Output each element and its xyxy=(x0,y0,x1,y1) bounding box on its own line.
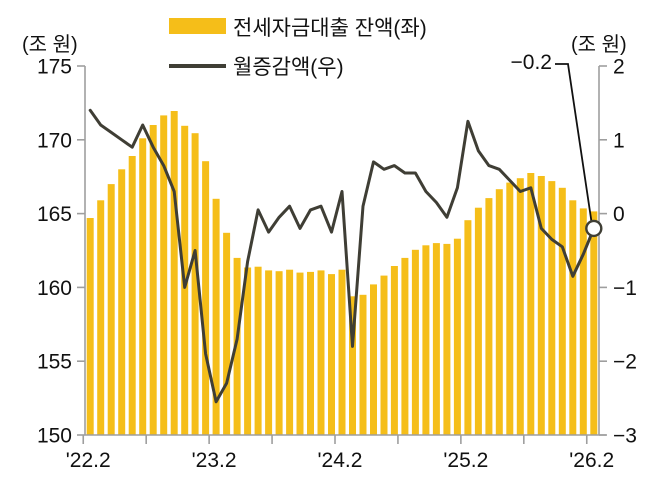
bar xyxy=(254,266,262,435)
x-axis-tick-label: '22.2 xyxy=(66,449,111,472)
legend-line-label: 월증감액(우) xyxy=(233,56,344,79)
bar xyxy=(380,275,388,435)
bar xyxy=(107,184,115,435)
bar xyxy=(286,269,294,435)
bar xyxy=(453,238,461,435)
bar xyxy=(590,211,598,435)
right-axis-tick-label: −1 xyxy=(613,277,637,300)
bar xyxy=(170,111,178,435)
bar xyxy=(265,270,273,435)
bar xyxy=(338,269,346,435)
bar xyxy=(244,267,252,435)
x-axis-tick-label: '23.2 xyxy=(192,449,237,472)
bar xyxy=(296,272,304,435)
bar xyxy=(149,125,157,435)
bar xyxy=(474,207,482,435)
bar xyxy=(401,257,409,435)
left-axis-tick-label: 155 xyxy=(37,351,72,374)
left-axis-tick-label: 150 xyxy=(37,425,72,448)
bar xyxy=(495,189,503,435)
bar xyxy=(537,176,545,435)
bar xyxy=(422,245,430,435)
right-axis-tick-label: −2 xyxy=(613,351,637,374)
bar xyxy=(202,161,210,435)
bar xyxy=(506,182,514,435)
bar xyxy=(516,178,524,435)
legend-bar-swatch xyxy=(169,18,226,34)
bar xyxy=(443,243,451,435)
bar xyxy=(579,208,587,435)
left-axis-tick-label: 165 xyxy=(37,203,72,226)
x-axis-tick-label: '25.2 xyxy=(443,449,488,472)
monthly-change-line xyxy=(88,108,596,404)
bar xyxy=(527,173,535,435)
bar xyxy=(160,115,168,436)
bar xyxy=(349,296,356,435)
right-axis-tick-label: 2 xyxy=(613,56,625,79)
left-axis-tick-label: 170 xyxy=(37,129,72,152)
bar xyxy=(411,249,419,435)
bar xyxy=(275,271,283,435)
left-axis-tick-label: 175 xyxy=(37,56,72,79)
bar xyxy=(359,294,367,435)
bar xyxy=(223,232,231,435)
bar xyxy=(390,266,398,435)
bar xyxy=(212,198,220,435)
right-axis-unit-label: (조 원) xyxy=(571,34,627,56)
left-axis-tick-label: 160 xyxy=(37,277,72,300)
x-axis-tick-label: '26.2 xyxy=(569,449,614,472)
last-value-annotation: −0.2 xyxy=(510,51,552,74)
right-axis-tick-label: 1 xyxy=(613,129,625,152)
bar xyxy=(558,187,566,435)
bar xyxy=(118,169,126,436)
legend-line-swatch xyxy=(169,64,226,68)
bar xyxy=(485,198,493,435)
right-axis-tick-label: −3 xyxy=(613,425,637,448)
bar xyxy=(139,138,147,436)
last-point-marker xyxy=(585,219,603,238)
bar xyxy=(464,220,472,435)
bar xyxy=(233,257,241,435)
left-axis-unit-label: (조 원) xyxy=(22,34,78,56)
bar xyxy=(97,200,105,435)
bar xyxy=(86,218,94,435)
annotation-callout-line xyxy=(555,63,593,221)
bar xyxy=(569,200,577,435)
bar xyxy=(307,271,314,435)
legend-bar-label: 전세자금대출 잔액(좌) xyxy=(233,17,427,40)
bar xyxy=(328,274,335,435)
bar xyxy=(370,284,377,435)
bar xyxy=(548,181,556,435)
right-axis-tick-label: 0 xyxy=(613,203,625,226)
bar xyxy=(317,270,325,435)
bar xyxy=(432,243,440,435)
x-axis-tick-label: '24.2 xyxy=(318,449,363,472)
bar xyxy=(128,156,136,435)
bar xyxy=(191,133,199,435)
